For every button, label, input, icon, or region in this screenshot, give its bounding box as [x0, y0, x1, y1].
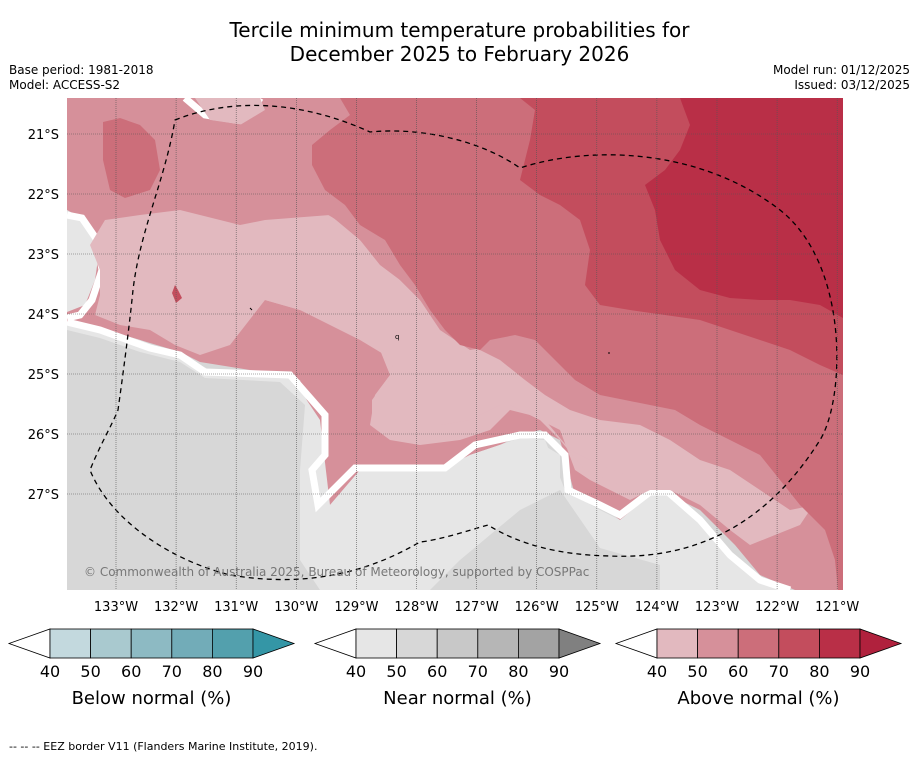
legend-tick-label: 40 — [346, 662, 366, 681]
legend-tick-label: 90 — [243, 662, 263, 681]
legend-swatch — [518, 628, 560, 659]
lon-tick-label: 128°W — [394, 600, 438, 615]
lat-tick-label: 23°S — [28, 248, 59, 263]
lat-tick-label: 26°S — [28, 428, 59, 443]
lon-tick-label: 123°W — [695, 600, 739, 615]
lon-tick-label: 125°W — [575, 600, 619, 615]
legend-tick-label: 50 — [386, 662, 406, 681]
lat-tick-label: 22°S — [28, 188, 59, 203]
legend-right-arrow — [859, 628, 903, 659]
legend-swatch — [778, 628, 820, 659]
legend-tick-label: 60 — [121, 662, 141, 681]
legend-swatch — [49, 628, 91, 659]
lon-labels: 133°W 132°W 131°W 130°W 129°W 128°W 127°W 126°W… — [94, 600, 860, 615]
map-plot: q — [67, 98, 843, 590]
above-normal-40-inner — [265, 300, 640, 485]
lon-tick-label: 131°W — [214, 600, 258, 615]
lon-tick-label: 127°W — [455, 600, 499, 615]
above-normal-60-west — [103, 118, 160, 198]
legend-tick-label: 70 — [468, 662, 488, 681]
lat-tick-label: 27°S — [28, 488, 59, 503]
legend-left-arrow — [614, 628, 658, 659]
legend-tick-label: 60 — [427, 662, 447, 681]
above-normal-40-central — [90, 210, 810, 545]
lon-tick-label: 121°W — [815, 600, 859, 615]
lat-labels: 21°S 22°S 23°S 24°S 25°S 26°S 27°S — [28, 128, 59, 503]
lon-tick-label: 122°W — [755, 600, 799, 615]
above-normal-80-region — [645, 98, 843, 318]
legend-tick-label: 90 — [850, 662, 870, 681]
legend-tick-label: 70 — [162, 662, 182, 681]
legend-tick-label: 40 — [647, 662, 667, 681]
legend-2: 40 50 60 70 80 90 Near normal (%) — [313, 628, 602, 709]
lon-tick-label: 130°W — [274, 600, 318, 615]
legend-3: 40 50 60 70 80 90 Above normal (%) — [614, 628, 903, 709]
legend-right-arrow — [558, 628, 602, 659]
legend-tick-label: 70 — [769, 662, 789, 681]
white-contour-main — [67, 318, 792, 590]
lon-tick-label: 124°W — [635, 600, 679, 615]
legend-tick-label: 90 — [549, 662, 569, 681]
legend-left-arrow — [313, 628, 357, 659]
legend-swatch — [355, 628, 397, 659]
legend-swatch — [656, 628, 698, 659]
legend-tick-label: 50 — [80, 662, 100, 681]
island-marker-1 — [249, 307, 253, 311]
lat-tick-label: 25°S — [28, 368, 59, 383]
lon-tick-label: 133°W — [94, 600, 138, 615]
eez-border — [89, 104, 838, 581]
legend-tick-label: 60 — [728, 662, 748, 681]
lat-tick-label: 24°S — [28, 308, 59, 323]
lon-tick-label: 132°W — [154, 600, 198, 615]
legend-swatch — [737, 628, 780, 659]
legend-tick-label: 80 — [809, 662, 829, 681]
near-normal-40-band — [67, 322, 560, 590]
base-period: Base period: 1981-2018 — [9, 63, 154, 77]
legend-label: Above normal (%) — [677, 688, 839, 709]
legends: 40 50 60 70 80 90 Below normal (%) 40 50 60 70 80 90… — [7, 628, 903, 709]
legend-right-arrow — [252, 628, 296, 659]
legend-swatch — [90, 628, 132, 659]
legend-1: 40 50 60 70 80 90 Below normal (%) — [7, 628, 296, 709]
legend-swatch — [697, 628, 739, 659]
lat-tick-label: 21°S — [28, 128, 59, 143]
legend-label: Below normal (%) — [72, 688, 232, 709]
chart-title: Tercile minimum temperature probabilitie… — [0, 18, 919, 66]
legend-left-arrow — [7, 628, 51, 659]
above-normal-70-spot — [172, 285, 182, 303]
title-line-1: Tercile minimum temperature probabilitie… — [229, 18, 690, 42]
title-line-2: December 2025 to February 2026 — [289, 42, 630, 66]
legend-swatch — [130, 628, 173, 659]
legend-swatch — [477, 628, 519, 659]
copyright-text: © Commonwealth of Australia 2025, Bureau… — [84, 565, 589, 579]
legend-swatch — [436, 628, 479, 659]
legend-tick-label: 80 — [508, 662, 528, 681]
model-run: Model run: 01/12/2025 — [772, 63, 910, 77]
meta-right: Model run: 01/12/2025 Issued: 03/12/2025 — [773, 63, 910, 93]
above-normal-40-north — [195, 98, 265, 125]
legend-tick-label: 80 — [202, 662, 222, 681]
island-label: q — [395, 333, 399, 341]
legend-tick-label: 50 — [687, 662, 707, 681]
lon-tick-label: 126°W — [515, 600, 559, 615]
legend-tick-label: 40 — [40, 662, 60, 681]
footer-note: -- -- -- EEZ border V11 (Flanders Marine… — [9, 740, 318, 753]
legend-swatch — [819, 628, 861, 659]
lon-tick-label: 129°W — [334, 600, 378, 615]
legend-swatch — [171, 628, 213, 659]
model-name: Model: ACCESS-S2 — [9, 78, 121, 92]
meta-left: Base period: 1981-2018 Model: ACCESS-S2 — [9, 63, 154, 93]
gridlines — [67, 98, 843, 590]
legend-label: Near normal (%) — [383, 688, 532, 709]
legend-swatch — [211, 628, 254, 659]
legend-swatch — [396, 628, 438, 659]
issued-date: Issued: 03/12/2025 — [794, 78, 910, 92]
